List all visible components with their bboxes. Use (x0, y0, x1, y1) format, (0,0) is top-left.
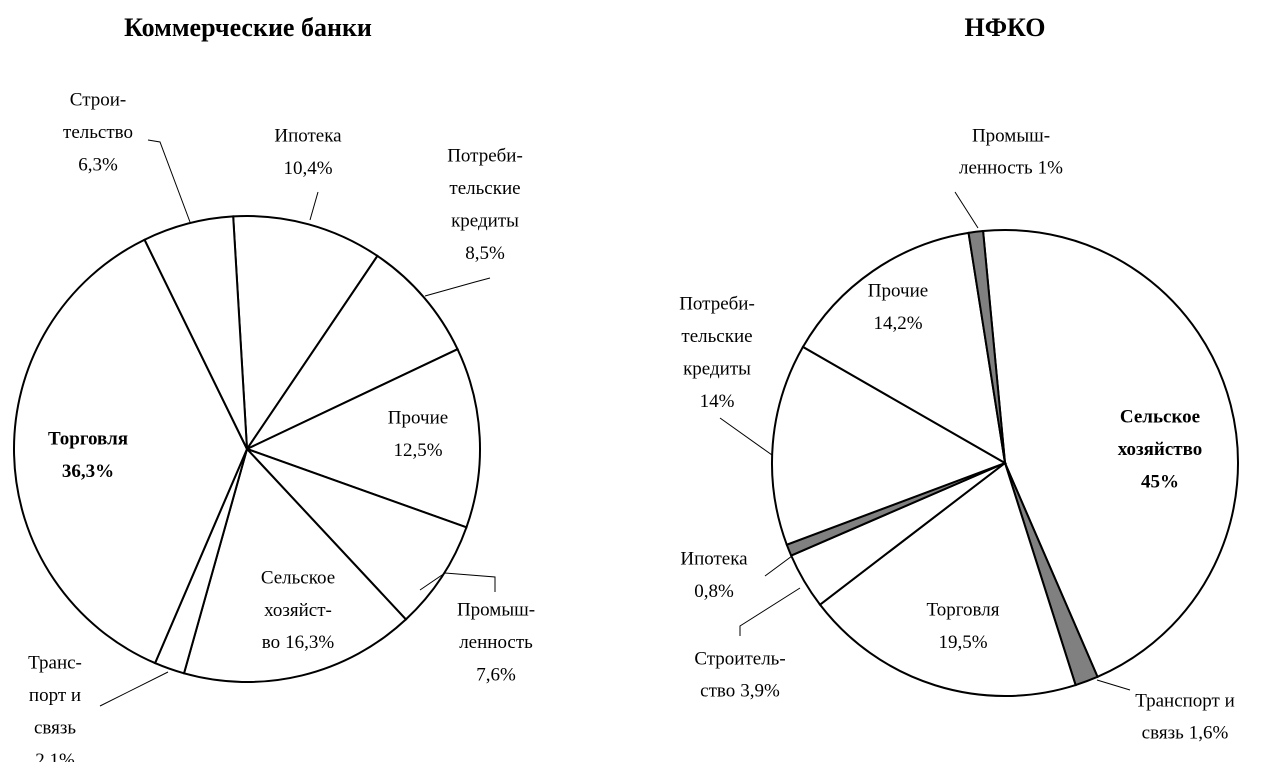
leader-line (419, 572, 496, 592)
leader-line (719, 417, 773, 456)
pie-slice (244, 254, 459, 452)
leader-line (739, 587, 801, 636)
pie-slice (981, 229, 1239, 679)
category-label: ленность (959, 158, 1033, 179)
category-label: Прочие (868, 280, 928, 301)
category-label: хозяйство (1118, 439, 1203, 460)
category-label: хозяйст- (264, 600, 332, 621)
value-label: 2,1% (35, 750, 75, 762)
category-label: порт и (29, 685, 81, 706)
category-label: Потреби- (447, 145, 523, 166)
value-label: 0,8% (694, 581, 734, 602)
category-label: Промыш- (972, 125, 1050, 146)
value-label: 12,5% (393, 440, 442, 461)
category-label: Транспорт и (1135, 690, 1235, 711)
leader-line (764, 555, 793, 577)
pie-slice (818, 461, 1077, 697)
pie-slice (801, 231, 1007, 465)
pie-slice (771, 345, 1008, 546)
category-label: ленность (459, 632, 533, 653)
slice-label: во 16,3% (262, 632, 335, 653)
value-label: 10,4% (283, 158, 332, 179)
value-label: 16,3% (285, 632, 334, 653)
value-label: 19,5% (938, 632, 987, 653)
pie-slice (13, 238, 249, 665)
pie-slice (232, 215, 379, 453)
category-label: Транс- (28, 652, 82, 673)
category-label: Торговля (927, 599, 1000, 620)
value-label: 6,3% (78, 154, 118, 175)
leader-line (1096, 679, 1131, 691)
category-label: Строи- (70, 89, 126, 110)
value-label: 8,5% (465, 243, 505, 264)
value-label: 45% (1141, 471, 1179, 492)
category-label: кредиты (451, 210, 519, 231)
value-label: 14% (700, 391, 735, 412)
category-label: тельские (449, 178, 520, 199)
category-label: тельские (681, 326, 752, 347)
category-label: связь (1142, 723, 1184, 744)
category-label: связь (34, 717, 76, 738)
pie-slice (967, 229, 1006, 464)
category-label: Потреби- (679, 293, 755, 314)
category-label: Сельское (1120, 406, 1200, 427)
category-label: Прочие (388, 407, 448, 428)
value-label: 1% (1038, 158, 1064, 179)
category-label: ство (700, 681, 735, 702)
slice-label: связь 1,6% (1142, 723, 1229, 744)
value-label: 1,6% (1189, 723, 1229, 744)
chart-title: НФКО (965, 13, 1046, 42)
pie-slice (244, 347, 481, 529)
category-label: кредиты (683, 358, 751, 379)
value-label: 3,9% (740, 681, 780, 702)
category-label: Ипотека (274, 125, 342, 146)
category-label: тельство (63, 122, 133, 143)
slice-label: ство 3,9% (700, 681, 780, 702)
pie-slice (143, 215, 248, 450)
slice-label: ленность 1% (959, 158, 1063, 179)
leader-line (309, 191, 319, 221)
leader-line (954, 191, 979, 229)
chart-title: Коммерческие банки (124, 13, 372, 42)
pie-slice (246, 448, 468, 621)
category-label: Промыш- (457, 599, 535, 620)
category-label: Сельское (261, 567, 335, 588)
leader-line (147, 139, 191, 223)
category-label: во (262, 632, 280, 653)
leader-line (424, 277, 491, 297)
value-label: 14,2% (873, 313, 922, 334)
value-label: 7,6% (476, 664, 516, 685)
leader-line (99, 671, 169, 707)
category-label: Ипотека (680, 548, 748, 569)
value-label: 36,3% (62, 461, 114, 482)
pie-slice (182, 447, 408, 683)
category-label: Строитель- (694, 648, 785, 669)
category-label: Торговля (48, 428, 128, 449)
